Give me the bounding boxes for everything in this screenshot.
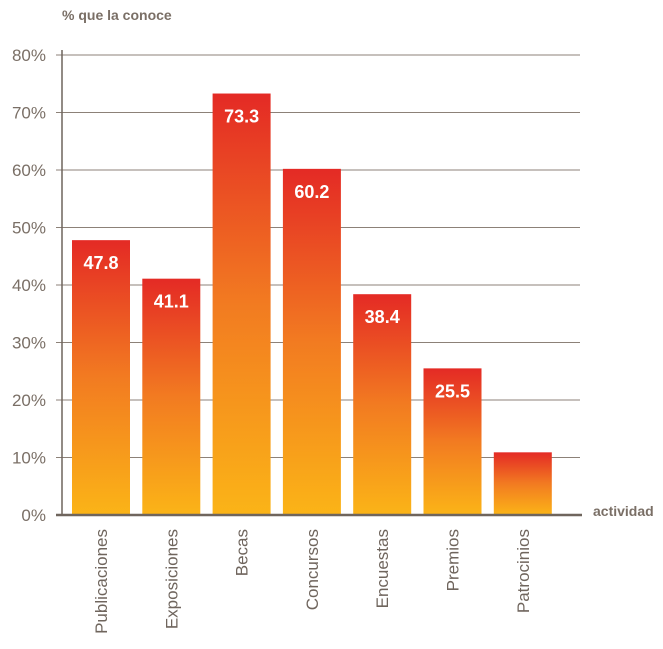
y-tick-label: 60%: [12, 161, 46, 180]
y-tick-label: 30%: [12, 334, 46, 353]
category-label: Exposiciones: [162, 529, 181, 629]
category-label: Concursos: [303, 529, 322, 610]
y-tick-label: 0%: [21, 506, 46, 525]
y-tick-label: 20%: [12, 391, 46, 410]
bar-becas: [212, 93, 271, 516]
y-tick-label: 80%: [12, 46, 46, 65]
x-axis-title: actividad: [593, 503, 654, 519]
category-label: Premios: [444, 529, 463, 591]
value-label: 73.3: [224, 107, 259, 127]
value-label: 25.5: [435, 381, 470, 401]
bars: 47.8 41.1 73.3 60.2 38.4 25.5: [72, 93, 552, 516]
value-label: 47.8: [83, 253, 118, 273]
y-tick-label: 70%: [12, 104, 46, 123]
y-axis-title: % que la conoce: [62, 7, 172, 23]
bar-premios: [423, 368, 482, 515]
bar-encuestas: [353, 294, 412, 515]
value-label: 38.4: [365, 307, 400, 327]
value-label: 41.1: [154, 292, 189, 312]
bar-patrocinios: [493, 452, 552, 515]
category-labels: Publicaciones Exposiciones Becas Concursos E…: [92, 529, 533, 634]
y-tick-label: 10%: [12, 449, 46, 468]
value-label: 60.2: [294, 182, 329, 202]
axes: [56, 50, 582, 517]
category-label: Encuestas: [373, 529, 392, 608]
bar-exposiciones: [142, 278, 201, 515]
y-tick-label: 40%: [12, 276, 46, 295]
y-tick-label: 50%: [12, 219, 46, 238]
category-label: Becas: [233, 529, 252, 576]
category-label: Patrocinios: [514, 529, 533, 613]
bar-concursos: [282, 168, 341, 515]
bar-publicaciones: [72, 240, 130, 515]
category-label: Publicaciones: [92, 529, 111, 634]
y-tick-labels: 0% 10% 20% 30% 40% 50% 60% 70% 80%: [12, 46, 46, 525]
